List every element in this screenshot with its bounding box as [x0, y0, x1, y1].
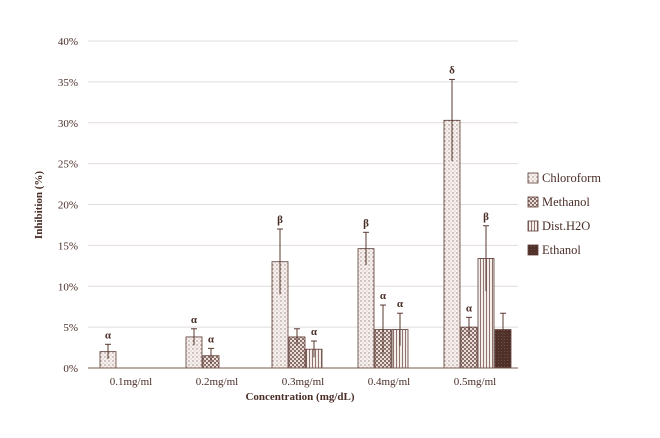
- x-tick-label: 0.4mg/ml: [368, 376, 410, 388]
- significance-label: β: [483, 211, 489, 223]
- legend-label: Methanol: [542, 195, 590, 209]
- significance-label: β: [277, 214, 283, 226]
- significance-label: α: [105, 329, 112, 341]
- y-tick-label: 15%: [58, 240, 78, 252]
- significance-label: α: [466, 302, 473, 314]
- significance-label: α: [311, 326, 318, 338]
- legend-label: Ethanol: [542, 243, 581, 257]
- x-axis-title: Concentration (mg/dL): [245, 391, 354, 403]
- x-tick-labels: 0.1mg/ml 0.2mg/ml 0.3mg/ml 0.4mg/ml 0.5mg/ml: [110, 376, 496, 388]
- x-tick-label: 0.2mg/ml: [196, 376, 238, 388]
- x-tick-label: 0.3mg/ml: [282, 376, 324, 388]
- x-tick-label: 0.5mg/ml: [454, 376, 496, 388]
- significance-label: β: [363, 217, 369, 229]
- y-tick-label: 40%: [58, 36, 78, 48]
- significance-label: α: [208, 333, 215, 345]
- significance-label: α: [397, 298, 404, 310]
- x-tick-label: 0.1mg/ml: [110, 376, 152, 388]
- legend-swatch: [527, 244, 539, 256]
- significance-label: δ: [449, 64, 455, 76]
- y-tick-label: 35%: [58, 77, 78, 89]
- y-tick-label: 30%: [58, 118, 78, 130]
- bars: [99, 119, 512, 369]
- bar-chloroform: [357, 248, 375, 369]
- y-tick-label: 5%: [63, 322, 78, 334]
- legend-swatch: [527, 172, 539, 184]
- y-tick-label: 25%: [58, 159, 78, 171]
- legend-label: Dist.H2O: [542, 219, 590, 233]
- legend: Chloroform Methanol Dist.H2O Ethanol: [527, 171, 601, 257]
- legend-label: Chloroform: [542, 171, 601, 185]
- grid-lines: [88, 40, 518, 328]
- y-tick-labels: 0% 5% 10% 15% 20% 25% 30% 35% 40%: [58, 36, 78, 375]
- y-tick-label: 0%: [63, 363, 78, 375]
- significance-label: α: [380, 290, 387, 302]
- y-tick-label: 10%: [58, 281, 78, 293]
- significance-label: α: [191, 314, 198, 326]
- y-tick-label: 20%: [58, 200, 78, 212]
- y-axis-title: Inhibition (%): [33, 171, 45, 239]
- error-bars: [105, 78, 506, 364]
- legend-swatch: [527, 220, 539, 232]
- legend-swatch: [527, 196, 539, 208]
